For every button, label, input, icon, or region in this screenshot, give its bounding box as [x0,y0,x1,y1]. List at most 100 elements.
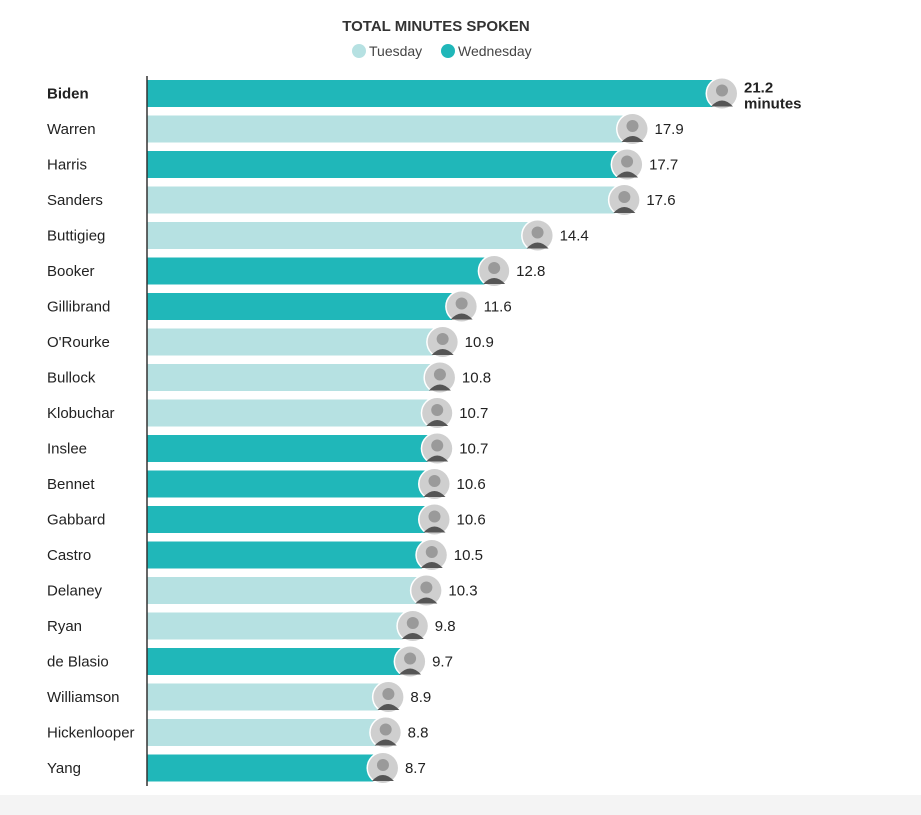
bar-row-hickenlooper: Hickenlooper 8.8 [47,716,429,749]
bar-row-castro: Castro 10.5 [47,538,483,572]
bar [147,151,628,178]
bar-row-delaney: Delaney 10.3 [47,574,478,607]
candidate-photo-icon [420,396,454,430]
bar-row-bullock: Bullock 10.8 [47,361,491,394]
photo-head [626,120,639,132]
photo-head [716,84,728,97]
category-label: Buttigieg [47,228,105,245]
bar [147,80,722,107]
photo-head [379,723,392,736]
bar-row-warren: Warren 17.9 [47,112,684,146]
value-label: 10.6 [457,476,486,493]
value-label: 10.9 [465,334,494,351]
photo-shoulders [374,739,397,746]
bar [147,115,633,143]
photo-head [433,368,446,381]
photo-head [621,155,634,168]
photo-shoulders [428,384,451,391]
category-label: Sanders [47,192,103,209]
candidate-photo-icon [415,538,449,572]
value-label: 10.7 [459,441,488,458]
candidate-photo-icon [371,680,405,714]
photo-shoulders [431,349,454,355]
photo-head [404,652,417,665]
photo-shoulders [526,242,549,249]
candidate-photo-icon [610,148,644,181]
photo-shoulders [613,207,636,213]
bar-row-buttigieg: Buttigieg 14.4 [47,219,589,252]
value-label: 12.8 [516,263,545,280]
bar [147,364,440,391]
photo-shoulders [377,704,400,710]
photo-shoulders [423,526,446,533]
photo-shoulders [711,100,733,107]
category-label: Warren [47,121,96,138]
candidate-photo-icon [615,112,649,146]
candidate-photo-icon [426,325,460,359]
bar-row-de-blasio: de Blasio 9.7 [47,645,453,678]
photo-shoulders [420,562,443,568]
bar-row-gillibrand: Gillibrand 11.6 [47,290,512,323]
value-label: 10.6 [457,512,486,529]
category-label: Harris [47,157,87,174]
bar [147,435,438,462]
candidate-photo-icon [477,254,511,288]
value-label: 8.7 [405,760,426,777]
bar [147,719,386,746]
candidate-photo-icon [420,432,454,465]
photo-shoulders [621,136,644,142]
candidate-photo-icon [369,716,403,749]
photo-shoulders [450,313,473,320]
candidate-photo-icon [445,290,479,323]
value-label: 8.9 [410,689,431,706]
value-label: 9.8 [435,618,456,635]
category-label: Castro [47,547,91,564]
chart-title: TOTAL MINUTES SPOKEN [342,18,530,35]
value-label: 17.9 [654,121,683,138]
bar [147,470,435,498]
bar [147,506,435,533]
category-label: Klobuchar [47,405,115,422]
bar-row-gabbard: Gabbard 10.6 [47,503,486,536]
category-label: Booker [47,263,95,280]
photo-head [425,546,438,558]
photo-shoulders [415,597,438,604]
value-label: 10.3 [448,583,477,600]
value-label: 8.8 [408,725,429,742]
photo-shoulders [423,491,446,497]
value-label: 9.7 [432,654,453,671]
bar [147,754,383,782]
photo-shoulders [399,668,422,675]
value-label: 10.7 [459,405,488,422]
value-label: 11.6 [484,299,512,316]
bar-row-yang: Yang 8.7 [47,751,426,785]
bar-row-o-rourke: O'Rourke 10.9 [47,325,494,359]
bar [147,399,438,427]
bar-row-bennet: Bennet 10.6 [47,467,486,501]
category-label: O'Rourke [47,334,110,351]
value-label: 21.2 [744,80,773,97]
photo-shoulders [483,278,506,284]
photo-head [431,404,444,416]
photo-head [376,759,389,771]
value-label: 14.4 [560,228,589,245]
photo-shoulders [426,455,449,462]
photo-head [382,688,395,700]
bar [147,648,411,675]
candidate-photo-icon [366,751,400,785]
bar-row-williamson: Williamson 8.9 [47,680,431,714]
legend-label-tuesday: Tuesday [369,43,422,59]
category-label: Biden [47,86,89,103]
category-label: Yang [47,760,81,777]
photo-shoulders [401,633,424,639]
bar-row-klobuchar: Klobuchar 10.7 [47,396,488,430]
photo-head [428,510,441,523]
photo-head [531,226,544,239]
value-label: 17.6 [646,192,675,209]
photo-head [436,333,449,345]
photo-shoulders [426,420,449,426]
minutes-spoken-chart: TOTAL MINUTES SPOKEN Tuesday Wednesday Bi… [47,18,802,786]
photo-shoulders [371,775,394,781]
